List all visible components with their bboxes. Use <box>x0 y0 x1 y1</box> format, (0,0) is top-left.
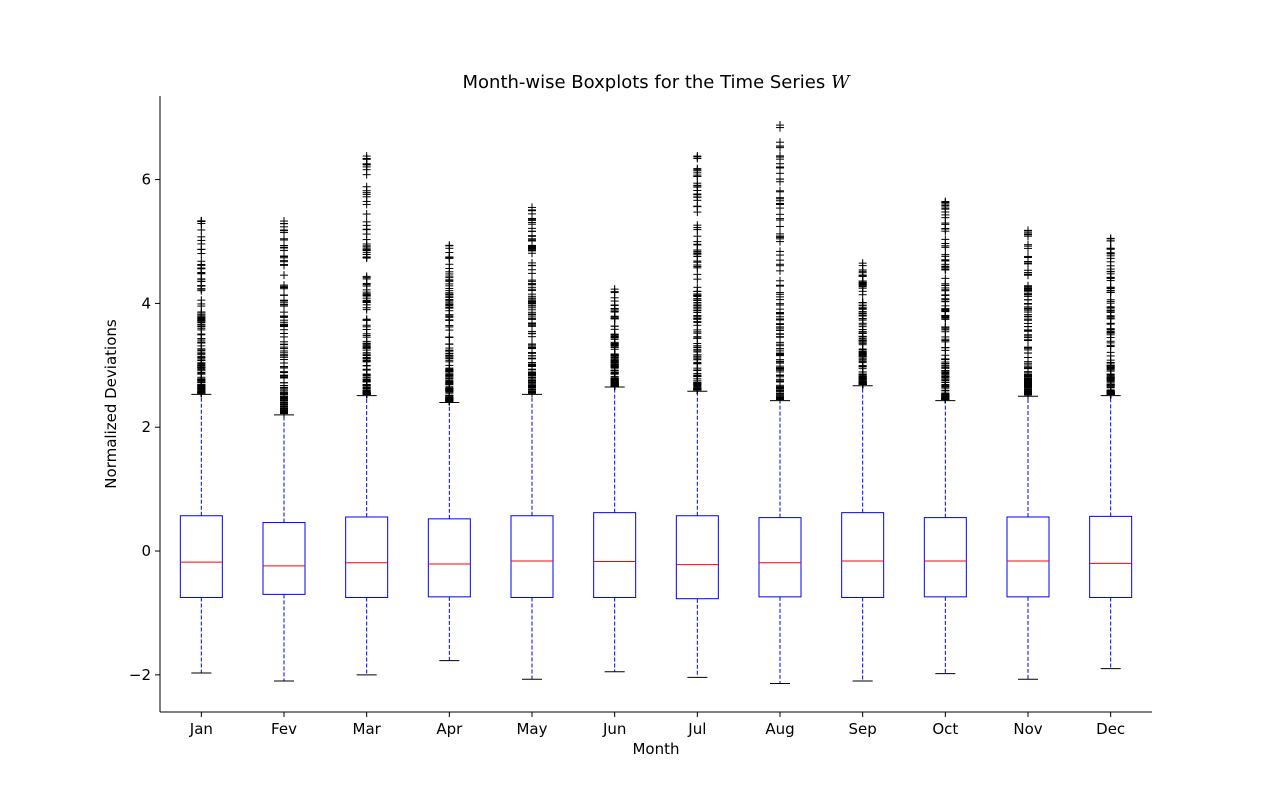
x-tick-label-fev: Fev <box>271 720 297 738</box>
chart-title: Month-wise Boxplots for the Time Series … <box>463 72 851 93</box>
box-jan <box>179 216 223 674</box>
y-axis-ticks: −2 0 2 4 6 <box>129 171 160 684</box>
iqr-box <box>1006 516 1050 598</box>
fliers <box>528 203 536 398</box>
x-tick-label-jan: Jan <box>189 720 213 738</box>
box-may <box>510 203 554 680</box>
box-oct <box>923 197 967 675</box>
x-tick-label-jun: Jun <box>602 720 626 738</box>
x-tick-label-may: May <box>516 720 547 738</box>
fliers <box>197 216 206 398</box>
fliers <box>941 197 950 404</box>
box-mar <box>345 152 389 676</box>
iqr-box <box>923 517 967 598</box>
iqr-box <box>427 518 471 598</box>
fliers <box>776 121 784 404</box>
box-fev <box>262 217 306 682</box>
plot-area <box>179 121 1133 685</box>
x-tick-label-sep: Sep <box>849 720 877 738</box>
x-tick-label-aug: Aug <box>765 720 794 738</box>
fliers <box>362 152 371 399</box>
y-tick-label: −2 <box>129 666 151 684</box>
iqr-box <box>510 515 554 598</box>
iqr-box <box>345 516 389 598</box>
y-tick-label: 6 <box>141 171 151 189</box>
box-dec <box>1089 234 1133 670</box>
iqr-box <box>758 517 802 598</box>
x-axis-label: Month <box>632 740 679 758</box>
chart-title-text: Month-wise Boxplots for the Time Series <box>463 72 826 93</box>
box-nov <box>1006 226 1050 680</box>
iqr-box <box>841 512 885 598</box>
box-aug <box>758 121 802 685</box>
x-tick-label-dec: Dec <box>1096 720 1125 738</box>
x-tick-label-apr: Apr <box>436 720 463 738</box>
iqr-box <box>179 515 223 598</box>
box-apr <box>427 241 471 662</box>
y-tick-label: 4 <box>141 294 151 312</box>
x-tick-label-nov: Nov <box>1013 720 1042 738</box>
fliers <box>1024 226 1032 400</box>
iqr-box <box>262 522 306 595</box>
chart-title-variable: W <box>831 72 851 93</box>
iqr-box <box>1089 515 1133 598</box>
x-axis-ticks: Jan Fev Mar Apr May Jun Jul Aug Sep Oct Nov Dec <box>189 712 1125 738</box>
fliers <box>693 152 702 395</box>
x-tick-label-mar: Mar <box>353 720 382 738</box>
iqr-box <box>675 515 719 600</box>
fliers <box>858 259 867 389</box>
y-axis-label: Normalized Deviations <box>102 319 120 489</box>
iqr-box <box>593 512 637 598</box>
fliers <box>280 217 288 418</box>
fliers <box>610 285 619 390</box>
box-jul <box>675 152 719 678</box>
x-tick-label-oct: Oct <box>932 720 958 738</box>
y-tick-label: 0 <box>141 542 151 560</box>
fliers <box>445 241 454 406</box>
fliers <box>1106 234 1115 399</box>
box-jun <box>593 285 637 673</box>
box-sep <box>841 259 885 682</box>
x-tick-label-jul: Jul <box>687 720 706 738</box>
y-tick-label: 2 <box>141 418 151 436</box>
